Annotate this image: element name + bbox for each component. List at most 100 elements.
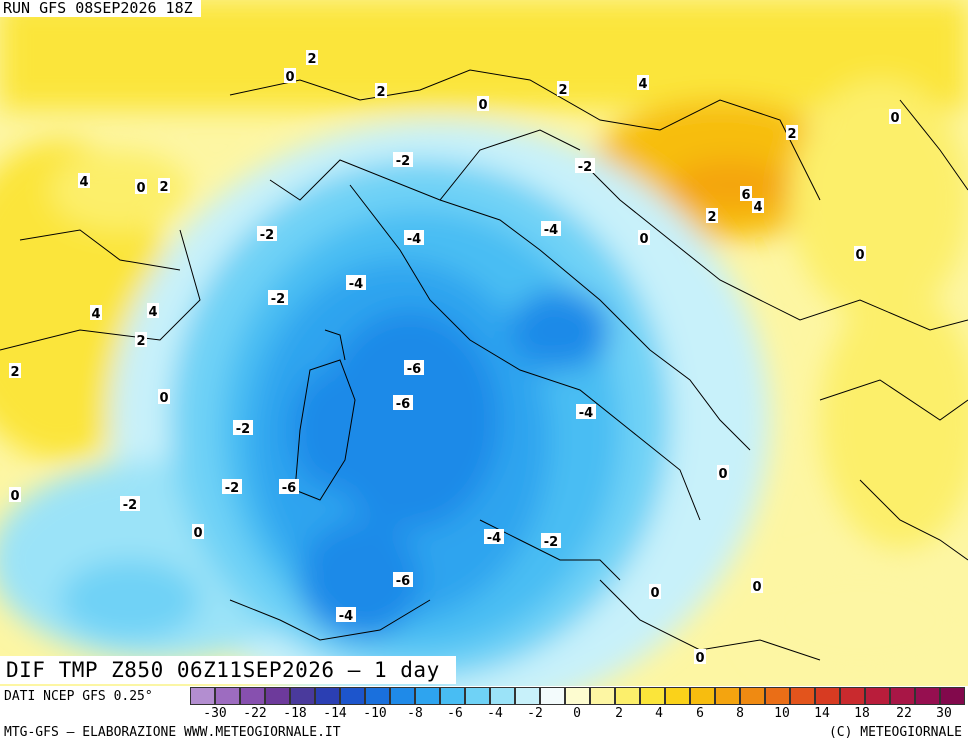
- contour-label-bg: [268, 290, 288, 305]
- contour-label: 0: [650, 586, 659, 601]
- legend-tick-label: -6: [447, 706, 463, 721]
- contour-label: -4: [544, 223, 558, 238]
- contour-label: -2: [544, 535, 558, 550]
- legend-tick-label: -18: [283, 706, 307, 721]
- contour-label: 0: [752, 580, 761, 595]
- legend-tick-label: -10: [363, 706, 387, 721]
- contour-label-bg: [484, 529, 504, 544]
- contour-label-bg: [375, 83, 387, 98]
- contour-label: -2: [225, 481, 239, 496]
- contour-label: -4: [339, 609, 353, 624]
- legend-swatch: [515, 687, 540, 705]
- contour-label-bg: [158, 389, 170, 404]
- contour-label: 0: [695, 651, 704, 666]
- contour-label: 4: [79, 175, 88, 190]
- contour-label-bg: [135, 179, 147, 194]
- legend-swatch: [240, 687, 265, 705]
- legend-swatch: [390, 687, 415, 705]
- contour-label-bg: [279, 479, 299, 494]
- legend-tick-label: 22: [896, 706, 912, 721]
- contour-label: 2: [10, 365, 19, 380]
- contour-label: -2: [578, 160, 592, 175]
- legend-swatch: [890, 687, 915, 705]
- legend-swatch: [765, 687, 790, 705]
- legend-swatch: [940, 687, 965, 705]
- legend-swatch: [490, 687, 515, 705]
- contour-label-bg: [336, 607, 356, 622]
- legend-tick-label: -30: [203, 706, 227, 721]
- contour-label: 0: [285, 70, 294, 85]
- contour-label-bg: [233, 420, 253, 435]
- legend-swatch: [215, 687, 240, 705]
- legend-swatch: [665, 687, 690, 705]
- legend-swatch: [915, 687, 940, 705]
- legend-tick-label: 6: [696, 706, 704, 721]
- contour-label-bg: [135, 332, 147, 347]
- legend-tick-label: -4: [487, 706, 503, 721]
- contour-label: 2: [558, 83, 567, 98]
- contour-label-bg: [706, 208, 718, 223]
- contour-label-bg: [717, 465, 729, 480]
- legend-tick-label: 2: [615, 706, 623, 721]
- contour-label-bg: [192, 524, 204, 539]
- contour-label: -6: [396, 397, 410, 412]
- contour-label-bg: [576, 404, 596, 419]
- contour-label: -6: [407, 362, 421, 377]
- legend-swatch: [565, 687, 590, 705]
- legend-swatch: [415, 687, 440, 705]
- legend-tick-label: -2: [527, 706, 543, 721]
- legend-swatch: [315, 687, 340, 705]
- contour-label: 0: [890, 111, 899, 126]
- legend-swatch: [290, 687, 315, 705]
- contour-label-bg: [346, 275, 366, 290]
- contour-label-bg: [740, 186, 752, 201]
- contour-label: -2: [236, 422, 250, 437]
- contour-label: 2: [787, 127, 796, 142]
- legend-swatch: [590, 687, 615, 705]
- contour-label-bg: [257, 226, 277, 241]
- contour-label: 2: [136, 334, 145, 349]
- contour-label-bg: [786, 125, 798, 140]
- contour-label-bg: [694, 649, 706, 664]
- legend-swatch: [790, 687, 815, 705]
- contour-label-bg: [541, 221, 561, 236]
- contour-label: 4: [753, 200, 762, 215]
- contour-label-bg: [404, 230, 424, 245]
- legend-swatch: [815, 687, 840, 705]
- contour-label: 2: [307, 52, 316, 67]
- legend-tick-label: 14: [814, 706, 830, 721]
- contour-label: 0: [159, 391, 168, 406]
- legend-tick-label: 8: [736, 706, 744, 721]
- contour-label-bg: [393, 572, 413, 587]
- legend-swatch: [365, 687, 390, 705]
- legend-swatch: [465, 687, 490, 705]
- footer-copyright: (C) METEOGIORNALE: [828, 725, 962, 740]
- contour-label: -6: [396, 574, 410, 589]
- contour-label: -6: [282, 481, 296, 496]
- contour-label: 0: [478, 98, 487, 113]
- contour-label-bg: [575, 158, 595, 173]
- contour-label: 0: [193, 526, 202, 541]
- contour-label: -2: [123, 498, 137, 513]
- contour-label: 0: [639, 232, 648, 247]
- legend-swatch: [615, 687, 640, 705]
- legend-swatch: [840, 687, 865, 705]
- legend-swatch: [540, 687, 565, 705]
- legend-tick-label: 18: [854, 706, 870, 721]
- contour-label-bg: [90, 305, 102, 320]
- contour-label-bg: [649, 584, 661, 599]
- contour-label: -4: [579, 406, 593, 421]
- contour-label: 4: [638, 77, 647, 92]
- contour-label: 0: [10, 489, 19, 504]
- contour-label-bg: [477, 96, 489, 111]
- legend-swatch: [190, 687, 215, 705]
- legend-tick-label: -8: [407, 706, 423, 721]
- contour-label-bg: [854, 246, 866, 261]
- legend-swatch: [865, 687, 890, 705]
- contour-label-bg: [9, 363, 21, 378]
- contour-label-bg: [752, 198, 764, 213]
- contour-label: -2: [396, 154, 410, 169]
- contour-label: 2: [707, 210, 716, 225]
- contour-label: 4: [91, 307, 100, 322]
